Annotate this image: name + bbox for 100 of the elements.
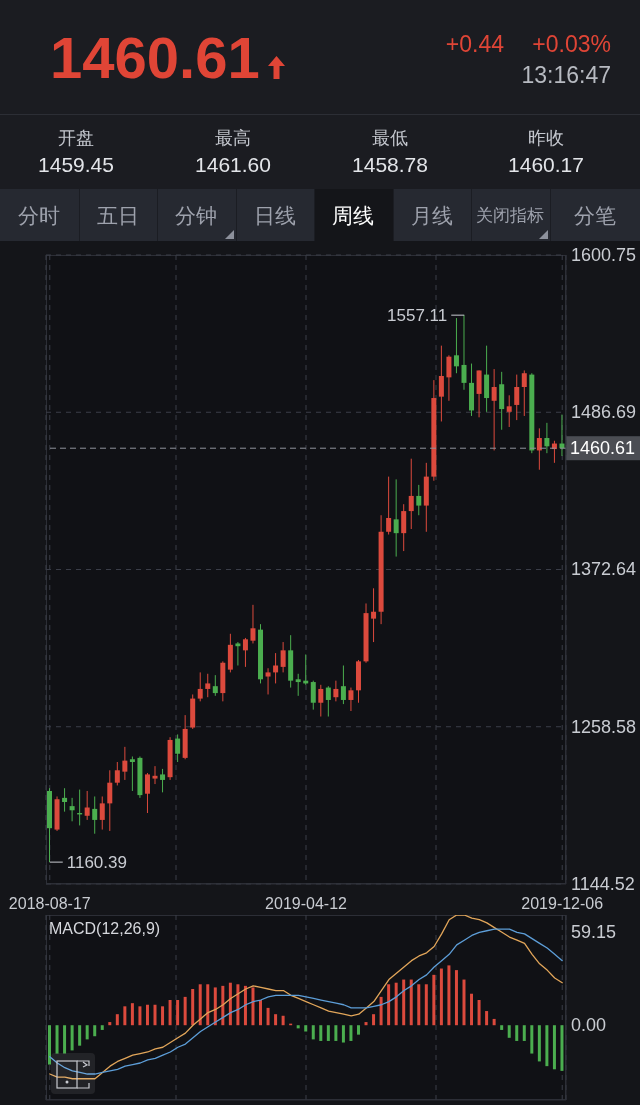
bar	[364, 1022, 368, 1026]
bar	[319, 1025, 323, 1041]
candlestick	[107, 769, 113, 832]
text: 昨收	[527, 127, 565, 150]
candlestick	[99, 795, 105, 831]
candlestick	[318, 684, 324, 718]
text: 1459.45	[37, 152, 115, 178]
bar	[515, 1025, 519, 1041]
bar	[70, 1025, 74, 1051]
bar	[108, 1022, 112, 1026]
text: 1461.60	[194, 152, 272, 178]
candlestick	[544, 422, 550, 454]
candlestick	[340, 665, 346, 705]
bar	[168, 1000, 172, 1026]
candlestick	[484, 345, 490, 413]
candlestick	[242, 637, 248, 668]
bar	[326, 1025, 330, 1041]
candlestick	[521, 369, 527, 417]
text: 最高	[214, 127, 252, 150]
bar	[48, 1025, 51, 1065]
bar	[447, 965, 451, 1026]
candlestick	[114, 761, 120, 786]
bar	[296, 1025, 300, 1029]
candlestick	[69, 797, 75, 822]
bar	[183, 996, 187, 1026]
bar	[341, 1025, 345, 1043]
candlestick	[401, 503, 407, 552]
bar	[251, 987, 255, 1026]
candlestick	[416, 484, 422, 516]
text: 1460.61	[50, 25, 260, 90]
candlestick	[235, 641, 241, 667]
y-tick-label: 0.00	[571, 1015, 607, 1036]
candlestick	[295, 673, 301, 697]
bar	[334, 1025, 338, 1041]
text: 13:16:47	[520, 62, 611, 88]
candlestick	[265, 667, 271, 695]
bar	[409, 979, 413, 1026]
bar	[432, 974, 436, 1026]
candlestick	[386, 476, 392, 536]
bar	[274, 1014, 278, 1026]
bar	[100, 1025, 104, 1030]
text: 1460.17	[507, 152, 585, 178]
text: 五日	[95, 203, 140, 229]
bar	[387, 984, 391, 1026]
bar	[470, 993, 474, 1026]
text: +0.44	[444, 31, 504, 57]
bar	[198, 984, 202, 1026]
text: +0.03%	[531, 31, 611, 57]
candlestick	[371, 587, 377, 643]
bar	[93, 1025, 97, 1037]
bar	[153, 1004, 157, 1026]
y-tick-label: 1372.64	[571, 559, 637, 580]
annotation: 1557.11	[387, 305, 448, 325]
annotation: 1160.39	[66, 852, 127, 872]
bar	[130, 1003, 134, 1026]
bar	[78, 1025, 82, 1046]
text: 日线	[252, 203, 297, 229]
bar	[266, 1007, 270, 1026]
text: 分钟	[174, 203, 219, 229]
bar	[417, 984, 421, 1026]
y-tick-label: 1486.69	[571, 402, 637, 423]
bar	[259, 1000, 263, 1026]
bar	[552, 1025, 556, 1070]
bar	[213, 987, 217, 1026]
candlestick	[160, 768, 166, 793]
bar	[138, 1006, 142, 1026]
candlestick	[175, 733, 181, 763]
candlestick	[461, 314, 467, 391]
bar	[492, 1018, 496, 1026]
candlestick	[453, 317, 459, 374]
candlestick	[514, 374, 520, 421]
candlestick	[250, 604, 256, 644]
text: 最低	[371, 127, 409, 150]
candlestick	[129, 756, 135, 792]
bar	[507, 1025, 511, 1038]
bar	[545, 1025, 549, 1067]
candlestick	[92, 795, 98, 835]
bar	[85, 1025, 89, 1040]
candlestick	[122, 746, 128, 781]
candlestick	[212, 674, 218, 697]
bar	[454, 970, 458, 1026]
bar	[356, 1025, 360, 1035]
candlestick	[506, 394, 512, 428]
candlestick	[197, 671, 203, 702]
bar	[145, 1004, 149, 1026]
x-tick-label: 2018-08-17	[8, 894, 91, 912]
candlestick	[491, 368, 497, 451]
bar	[206, 984, 210, 1026]
text: 周线	[331, 203, 376, 229]
bar	[304, 1025, 308, 1032]
bar	[63, 1025, 67, 1054]
text: 分笔	[572, 203, 617, 229]
bar	[191, 989, 195, 1026]
bar	[123, 1006, 127, 1026]
candlestick	[536, 427, 542, 471]
bar	[522, 1025, 526, 1041]
bar	[115, 1014, 119, 1026]
bar	[462, 979, 466, 1026]
text: 月线	[409, 203, 454, 229]
candlestick	[62, 787, 68, 813]
